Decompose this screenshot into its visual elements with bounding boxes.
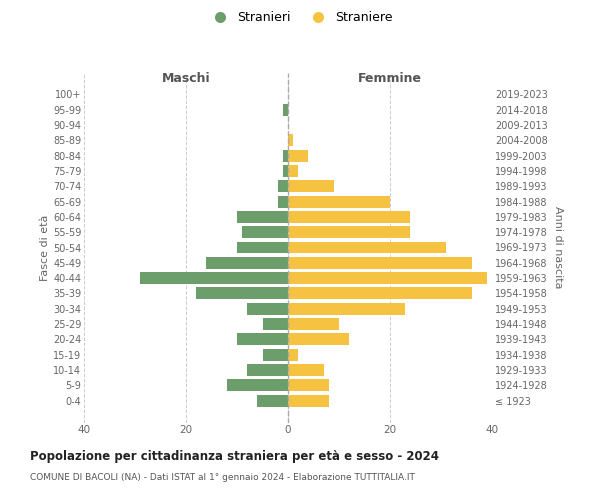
Bar bbox=[288, 380, 329, 392]
Bar bbox=[206, 257, 288, 269]
Bar bbox=[288, 211, 410, 223]
Bar bbox=[288, 364, 324, 376]
Bar bbox=[288, 348, 298, 360]
Bar bbox=[288, 288, 472, 300]
Text: Maschi: Maschi bbox=[161, 72, 211, 85]
Bar bbox=[263, 318, 288, 330]
Bar bbox=[288, 196, 390, 207]
Bar bbox=[278, 180, 288, 192]
Bar bbox=[288, 180, 334, 192]
Bar bbox=[288, 134, 293, 146]
Bar bbox=[278, 196, 288, 207]
Bar bbox=[288, 334, 349, 345]
Bar bbox=[283, 165, 288, 177]
Bar bbox=[257, 394, 288, 406]
Y-axis label: Anni di nascita: Anni di nascita bbox=[553, 206, 563, 288]
Bar bbox=[237, 334, 288, 345]
Bar bbox=[283, 150, 288, 162]
Bar bbox=[242, 226, 288, 238]
Bar bbox=[288, 226, 410, 238]
Bar bbox=[288, 394, 329, 406]
Bar bbox=[263, 348, 288, 360]
Bar bbox=[247, 364, 288, 376]
Bar bbox=[237, 242, 288, 254]
Bar bbox=[247, 303, 288, 314]
Bar bbox=[288, 272, 487, 284]
Bar bbox=[227, 380, 288, 392]
Bar bbox=[283, 104, 288, 116]
Bar bbox=[288, 242, 446, 254]
Bar bbox=[288, 318, 339, 330]
Y-axis label: Fasce di età: Fasce di età bbox=[40, 214, 50, 280]
Bar bbox=[288, 150, 308, 162]
Bar bbox=[140, 272, 288, 284]
Bar bbox=[288, 165, 298, 177]
Text: Femmine: Femmine bbox=[358, 72, 422, 85]
Text: Popolazione per cittadinanza straniera per età e sesso - 2024: Popolazione per cittadinanza straniera p… bbox=[30, 450, 439, 463]
Legend: Stranieri, Straniere: Stranieri, Straniere bbox=[202, 6, 398, 29]
Text: COMUNE DI BACOLI (NA) - Dati ISTAT al 1° gennaio 2024 - Elaborazione TUTTITALIA.: COMUNE DI BACOLI (NA) - Dati ISTAT al 1°… bbox=[30, 472, 415, 482]
Bar bbox=[196, 288, 288, 300]
Bar bbox=[288, 303, 406, 314]
Bar bbox=[237, 211, 288, 223]
Bar bbox=[288, 257, 472, 269]
